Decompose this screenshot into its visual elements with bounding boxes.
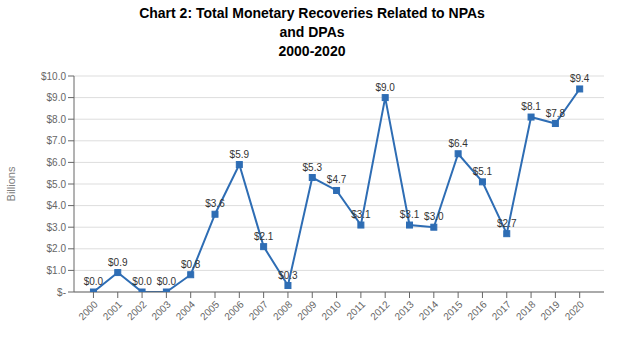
- svg-text:$8.0: $8.0: [47, 114, 67, 125]
- svg-text:2008: 2008: [271, 298, 295, 322]
- svg-text:$5.9: $5.9: [230, 149, 250, 160]
- svg-text:2016: 2016: [465, 298, 489, 322]
- svg-text:$4.0: $4.0: [47, 200, 67, 211]
- svg-text:$7.8: $7.8: [546, 108, 566, 119]
- svg-text:2019: 2019: [538, 298, 562, 322]
- svg-text:$8.1: $8.1: [521, 101, 541, 112]
- svg-text:$0.0: $0.0: [132, 276, 152, 287]
- svg-text:2004: 2004: [174, 298, 198, 322]
- svg-text:$-: $-: [57, 287, 66, 298]
- svg-text:$0.0: $0.0: [84, 276, 104, 287]
- svg-text:2020: 2020: [563, 298, 587, 322]
- svg-text:$9.0: $9.0: [375, 82, 395, 93]
- svg-text:$9.0: $9.0: [47, 92, 67, 103]
- svg-text:2012: 2012: [368, 298, 392, 322]
- svg-text:$0.9: $0.9: [108, 257, 128, 268]
- svg-text:$9.4: $9.4: [570, 73, 590, 84]
- svg-text:$2.7: $2.7: [497, 218, 517, 229]
- svg-text:2003: 2003: [149, 298, 173, 322]
- svg-text:2018: 2018: [514, 298, 538, 322]
- svg-text:$3.1: $3.1: [351, 209, 371, 220]
- svg-text:$0.3: $0.3: [278, 270, 298, 281]
- svg-text:2009: 2009: [295, 298, 319, 322]
- svg-text:$3.1: $3.1: [400, 209, 420, 220]
- svg-text:$2.1: $2.1: [254, 231, 274, 242]
- svg-text:$5.1: $5.1: [473, 166, 493, 177]
- svg-text:2017: 2017: [490, 298, 514, 322]
- svg-text:2010: 2010: [319, 298, 343, 322]
- svg-text:2011: 2011: [344, 298, 367, 321]
- svg-text:2006: 2006: [222, 298, 246, 322]
- svg-text:2007: 2007: [247, 298, 271, 322]
- svg-text:$5.3: $5.3: [303, 162, 323, 173]
- svg-text:$3.0: $3.0: [47, 222, 67, 233]
- svg-text:$2.0: $2.0: [47, 243, 67, 254]
- svg-text:Billions: Billions: [8, 166, 17, 201]
- html-text:Chart 2: Total Monetary Recove: Chart 2: Total Monetary Recoveries Relat…: [139, 5, 485, 21]
- svg-text:$3.6: $3.6: [205, 198, 225, 209]
- svg-text:$7.0: $7.0: [47, 135, 67, 146]
- svg-text:2002: 2002: [125, 298, 149, 322]
- svg-text:$6.4: $6.4: [448, 138, 468, 149]
- html-text:2000-2020: 2000-2020: [278, 43, 346, 59]
- svg-text:$5.0: $5.0: [47, 179, 67, 190]
- svg-text:2015: 2015: [441, 298, 465, 322]
- svg-text:2014: 2014: [417, 298, 441, 322]
- svg-text:$10.0: $10.0: [41, 71, 66, 82]
- svg-text:$1.0: $1.0: [47, 265, 67, 276]
- svg-text:$4.7: $4.7: [327, 174, 347, 185]
- svg-text:$3.0: $3.0: [424, 211, 444, 222]
- svg-text:2013: 2013: [392, 298, 416, 322]
- svg-text:$6.0: $6.0: [47, 157, 67, 168]
- svg-text:$0.8: $0.8: [181, 259, 201, 270]
- svg-text:$0.0: $0.0: [157, 276, 177, 287]
- html-text:and DPAs: and DPAs: [279, 24, 345, 40]
- svg-text:2001: 2001: [101, 298, 125, 322]
- svg-text:2000: 2000: [76, 298, 100, 322]
- svg-text:2005: 2005: [198, 298, 222, 322]
